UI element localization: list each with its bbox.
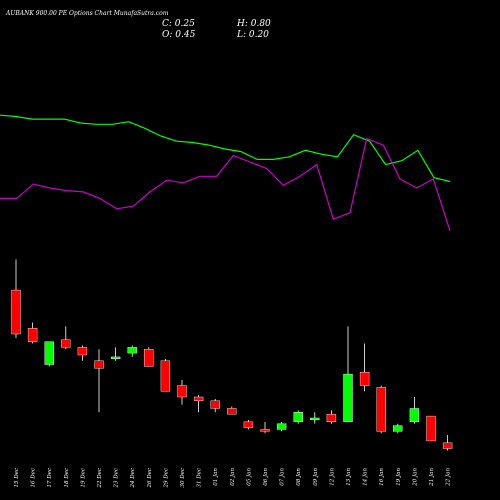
- x-tick-label: 19 Dec: [80, 468, 86, 488]
- x-axis-ticks: 15 Dec 16 Dec 17 Dec 18 Dec 19 Dec 22 Dec 23 D…: [14, 468, 452, 489]
- x-tick-label: 24 Dec: [130, 468, 136, 489]
- x-tick-label: 17 Dec: [47, 468, 53, 488]
- x-tick-label: 13 Jan: [346, 468, 352, 486]
- candle-body: [227, 408, 237, 415]
- candle-body: [27, 328, 38, 342]
- candle-body: [160, 360, 171, 392]
- candle-body: [260, 429, 270, 432]
- candle-body: [293, 412, 303, 423]
- x-tick-label: 26 Dec: [147, 468, 153, 489]
- x-tick-label: 12 Jan: [329, 468, 335, 486]
- open-readout: O: 0.45: [162, 30, 196, 40]
- candle-body: [144, 349, 154, 367]
- x-tick-label: 18 Dec: [64, 468, 70, 488]
- x-tick-label: 29 Dec: [163, 468, 169, 489]
- x-tick-label: 15 Dec: [14, 468, 20, 488]
- x-tick-label: 20 Jan: [412, 468, 418, 487]
- indicator-lines: [0, 114, 451, 232]
- candle-body: [276, 423, 287, 430]
- x-tick-label: 21 Jan: [429, 468, 435, 487]
- close-readout: C: 0.25: [162, 19, 195, 29]
- candle-body: [243, 421, 254, 428]
- candle-body: [11, 289, 21, 335]
- candle-body: [177, 385, 187, 398]
- candle-body: [77, 347, 88, 356]
- x-tick-label: 07 Jan: [280, 468, 286, 486]
- candle-body: [359, 371, 370, 386]
- x-tick-label: 09 Jan: [313, 468, 319, 486]
- candles: [11, 259, 453, 451]
- chart-title: AUBANK 900.00 PE Options Chart MunafaSut…: [5, 10, 169, 17]
- x-tick-label: 02 Jan: [230, 468, 236, 486]
- x-tick-label: 01 Jan: [213, 468, 219, 486]
- candle-body: [409, 408, 420, 423]
- candle-body: [210, 400, 220, 409]
- x-tick-label: 31 Dec: [197, 468, 203, 488]
- candle-body: [110, 356, 121, 360]
- high-readout: H: 0.80: [236, 19, 271, 29]
- candle-body: [426, 415, 436, 442]
- candle-body: [376, 387, 386, 432]
- candle-body: [310, 417, 320, 421]
- x-tick-label: 06 Jan: [263, 468, 269, 486]
- candle-body: [127, 347, 137, 354]
- candle-body: [343, 373, 353, 423]
- x-tick-label: 16 Dec: [31, 468, 37, 488]
- x-tick-label: 14 Jan: [363, 468, 369, 486]
- candle-body: [442, 442, 453, 449]
- x-tick-label: 16 Jan: [379, 468, 385, 486]
- x-tick-label: 19 Jan: [396, 468, 402, 486]
- magenta-line-series: [0, 137, 451, 232]
- x-tick-label: 05 Jan: [246, 468, 252, 486]
- candle-body: [326, 413, 337, 423]
- candle-body: [61, 339, 71, 348]
- candle-body: [94, 360, 104, 369]
- x-tick-label: 22 Dec: [97, 468, 103, 489]
- candle-body: [44, 341, 54, 365]
- x-tick-label: 08 Jan: [296, 468, 302, 486]
- low-readout: L: 0.20: [236, 30, 269, 40]
- candle-body: [193, 396, 204, 402]
- candle-body: [393, 425, 403, 432]
- green-line-series: [0, 114, 451, 183]
- x-tick-label: 22 Jan: [446, 468, 452, 487]
- x-tick-label: 23 Dec: [114, 468, 120, 489]
- x-tick-label: 30 Dec: [180, 468, 186, 488]
